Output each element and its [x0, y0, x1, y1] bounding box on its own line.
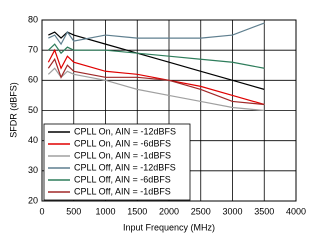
legend-label: CPLL On, AIN = -12dBFS — [74, 126, 176, 136]
y-axis-label: SFDR (dBFS) — [8, 82, 18, 138]
x-tick-label: 0 — [39, 206, 44, 216]
y-tick-label: 80 — [28, 14, 38, 24]
y-tick-label: 30 — [28, 165, 38, 175]
legend-label: CPLL Off, AIN = -12dBFS — [74, 162, 176, 172]
series-line — [47, 48, 265, 106]
series-line — [47, 67, 265, 112]
y-tick-label: 60 — [28, 75, 38, 85]
x-tick-label: 1000 — [95, 206, 115, 216]
series-line — [47, 57, 265, 106]
x-tick-label: 500 — [66, 206, 81, 216]
y-tick-label: 50 — [28, 105, 38, 115]
x-tick-label: 3000 — [222, 206, 242, 216]
x-axis-label: Input Frequency (MHz) — [123, 222, 215, 232]
legend-box — [43, 123, 191, 201]
legend-label: CPLL On, AIN = -6dBFS — [74, 138, 171, 148]
series-line — [47, 43, 265, 69]
chart: Input Frequency (MHz) SFDR (dBFS) 20 30 40… — [8, 14, 306, 232]
legend-label: CPLL Off, AIN = -6dBFS — [74, 174, 171, 184]
x-tick-label: 1500 — [127, 206, 147, 216]
y-tick-label: 20 — [28, 195, 38, 205]
x-tick-label: 4000 — [286, 206, 306, 216]
x-tick-label: 3500 — [254, 206, 274, 216]
y-tick-label: 70 — [28, 45, 38, 55]
series-line — [48, 22, 265, 46]
y-tick-label: 40 — [28, 135, 38, 145]
legend-label: CPLL Off, AIN = -1dBFS — [74, 186, 171, 196]
x-tick-label: 2000 — [159, 206, 179, 216]
series-line — [48, 31, 265, 90]
page: Input Frequency (MHz) SFDR (dBFS) 20 30 40… — [8, 14, 307, 233]
plot-frame — [41, 19, 297, 202]
x-tick-label: 2500 — [191, 206, 211, 216]
legend-label: CPLL On, AIN = -1dBFS — [74, 150, 171, 160]
